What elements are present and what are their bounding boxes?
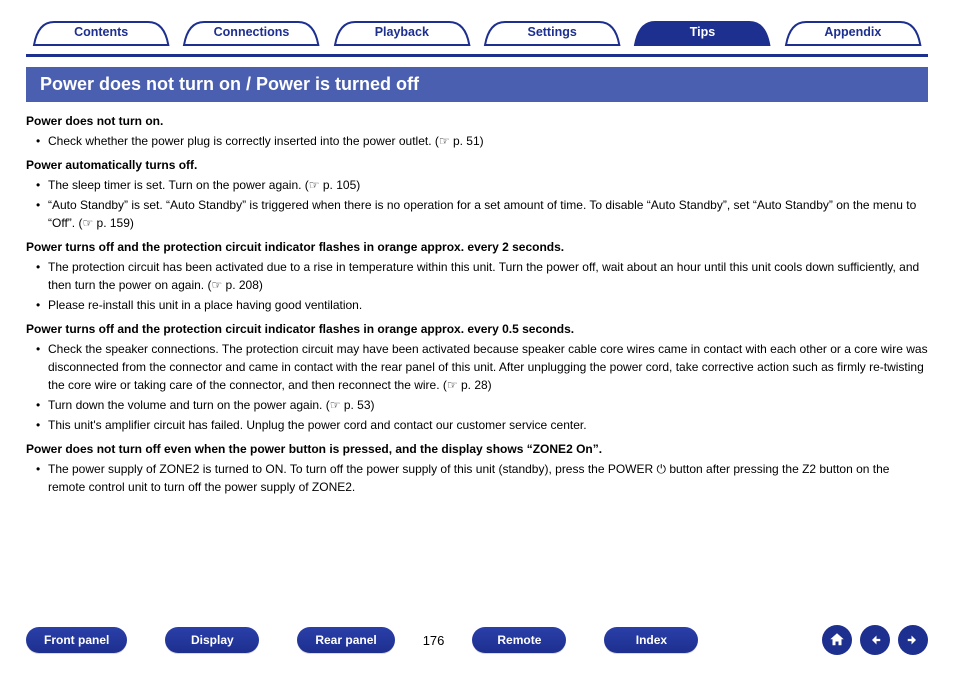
bottom-left-group: Front panel Display Rear panel — [26, 627, 395, 653]
tab-label: Playback — [327, 18, 477, 46]
nav-icons — [822, 625, 928, 655]
content-body: Power does not turn on. Check whether the… — [26, 112, 928, 496]
section-title: Power does not turn on / Power is turned… — [40, 74, 419, 94]
tab-divider — [26, 54, 928, 57]
list-item: Turn down the volume and turn on the pow… — [36, 396, 928, 414]
group-heading: Power automatically turns off. — [26, 156, 928, 174]
bottom-right-group: Remote Index — [472, 627, 698, 653]
list-item: The power supply of ZONE2 is turned to O… — [36, 460, 928, 496]
list-item: The protection circuit has been activate… — [36, 258, 928, 294]
tab-label: Tips — [627, 18, 777, 46]
tab-connections[interactable]: Connections — [176, 18, 326, 46]
list-item: Check the speaker connections. The prote… — [36, 340, 928, 394]
tab-contents[interactable]: Contents — [26, 18, 176, 46]
tab-appendix[interactable]: Appendix — [778, 18, 928, 46]
tab-label: Appendix — [778, 18, 928, 46]
group-items: Check whether the power plug is correctl… — [26, 132, 928, 150]
tab-playback[interactable]: Playback — [327, 18, 477, 46]
tab-label: Contents — [26, 18, 176, 46]
front-panel-button[interactable]: Front panel — [26, 627, 127, 653]
arrow-left-icon[interactable] — [860, 625, 890, 655]
tab-label: Settings — [477, 18, 627, 46]
group-heading: Power does not turn off even when the po… — [26, 440, 928, 458]
tab-nav: ContentsConnectionsPlaybackSettingsTipsA… — [26, 18, 928, 46]
page-number: 176 — [423, 633, 445, 648]
list-item: “Auto Standby” is set. “Auto Standby” is… — [36, 196, 928, 232]
list-item: The sleep timer is set. Turn on the powe… — [36, 176, 928, 194]
group-items: The protection circuit has been activate… — [26, 258, 928, 314]
group-heading: Power does not turn on. — [26, 112, 928, 130]
display-button[interactable]: Display — [165, 627, 259, 653]
tab-label: Connections — [176, 18, 326, 46]
bottom-nav: Front panel Display Rear panel 176 Remote I… — [0, 625, 954, 655]
remote-button[interactable]: Remote — [472, 627, 566, 653]
group-heading: Power turns off and the protection circu… — [26, 320, 928, 338]
rear-panel-button[interactable]: Rear panel — [297, 627, 394, 653]
tab-tips[interactable]: Tips — [627, 18, 777, 46]
list-item: Please re-install this unit in a place h… — [36, 296, 928, 314]
group-items: Check the speaker connections. The prote… — [26, 340, 928, 434]
index-button[interactable]: Index — [604, 627, 698, 653]
home-icon[interactable] — [822, 625, 852, 655]
section-title-bar: Power does not turn on / Power is turned… — [26, 67, 928, 102]
group-items: The sleep timer is set. Turn on the powe… — [26, 176, 928, 232]
list-item: Check whether the power plug is correctl… — [36, 132, 928, 150]
group-items: The power supply of ZONE2 is turned to O… — [26, 460, 928, 496]
list-item: This unit's amplifier circuit has failed… — [36, 416, 928, 434]
arrow-right-icon[interactable] — [898, 625, 928, 655]
tab-settings[interactable]: Settings — [477, 18, 627, 46]
group-heading: Power turns off and the protection circu… — [26, 238, 928, 256]
